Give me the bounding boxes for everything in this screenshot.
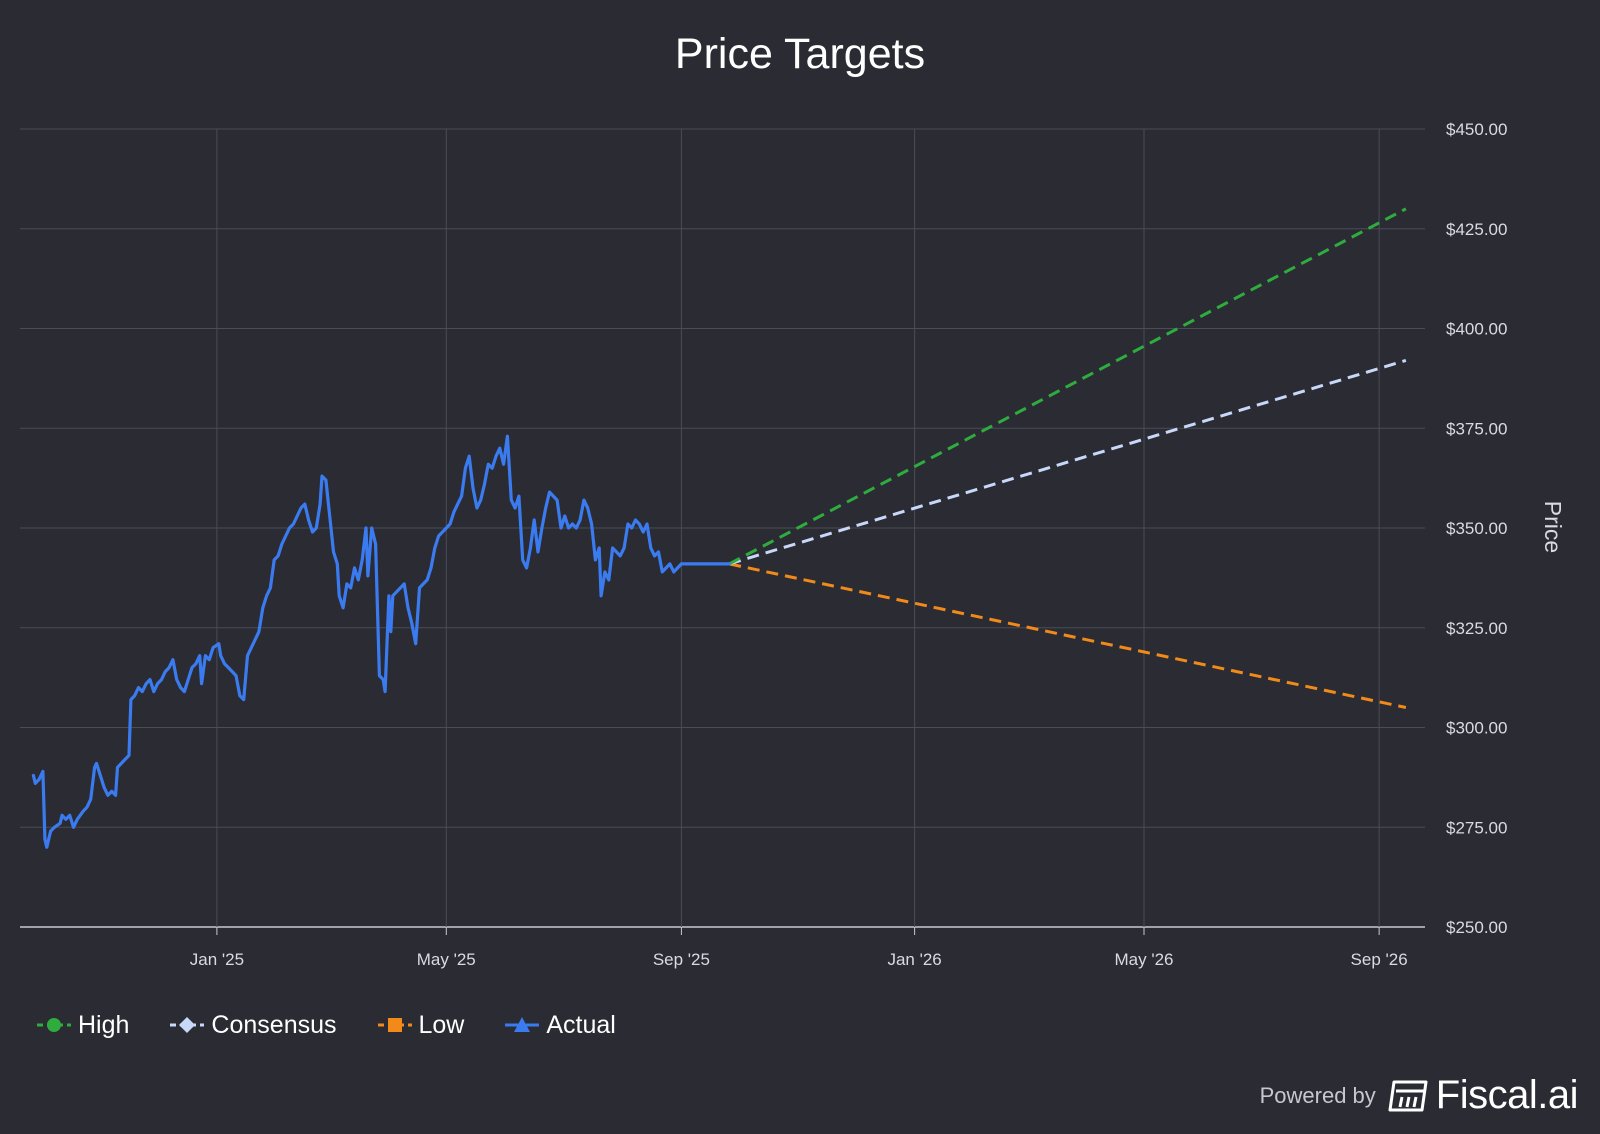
x-tick-label: May '25 (417, 950, 476, 969)
x-tick-label: Sep '25 (653, 950, 710, 969)
chart-plot: $250.00 $275.00 $300.00 $325.00 $350.00 $375.… (20, 120, 1566, 969)
triangle-marker-icon (505, 1017, 540, 1032)
chart-title: Price Targets (674, 30, 926, 78)
series-lines (31, 207, 1407, 849)
y-tick-label: $325.00 (1446, 619, 1507, 638)
legend-label: Actual (546, 1010, 616, 1039)
legend-item-actual[interactable]: Actual (504, 1010, 616, 1040)
legend-item-high[interactable]: High (36, 1011, 129, 1040)
series-line-low (728, 562, 1407, 709)
brand-name: Fiscal.ai (1435, 1073, 1579, 1117)
y-axis-title: Price (1540, 501, 1566, 553)
y-tick-label: $250.00 (1446, 918, 1507, 937)
y-tick-label: $425.00 (1446, 220, 1507, 239)
series-line-actual (31, 434, 731, 849)
grid-lines (20, 128, 1425, 935)
legend: High Consensus Low Actual (36, 1008, 656, 1042)
powered-by-text: Powered by (1259, 1082, 1376, 1108)
x-tick-label: Sep '26 (1351, 950, 1408, 969)
y-tick-label: $350.00 (1446, 519, 1507, 538)
y-tick-label: $275.00 (1446, 818, 1507, 837)
x-tick-label: Jan '26 (887, 950, 941, 969)
series-line-consensus (728, 358, 1407, 566)
legend-label: Consensus (211, 1010, 337, 1039)
y-tick-label: $400.00 (1446, 320, 1507, 339)
diamond-marker-icon (170, 1017, 205, 1033)
square-marker-icon (377, 1018, 412, 1032)
fiscal-logo-icon (1388, 1080, 1428, 1111)
circle-marker-icon (37, 1018, 71, 1032)
legend-item-low[interactable]: Low (377, 1010, 465, 1040)
legend-item-consensus[interactable]: Consensus (169, 1010, 337, 1040)
x-tick-label: May '26 (1115, 950, 1174, 969)
y-tick-label: $450.00 (1446, 120, 1507, 139)
y-tick-label: $300.00 (1446, 719, 1507, 738)
axis-labels: $250.00 $275.00 $300.00 $325.00 $350.00 $375.… (190, 120, 1508, 969)
legend-label: High (78, 1010, 130, 1039)
branding: Powered by Fiscal.ai (1259, 1073, 1579, 1118)
y-tick-label: $375.00 (1446, 419, 1507, 438)
legend-label: Low (418, 1010, 465, 1039)
x-tick-label: Jan '25 (190, 950, 244, 969)
series-line-high (728, 207, 1407, 566)
